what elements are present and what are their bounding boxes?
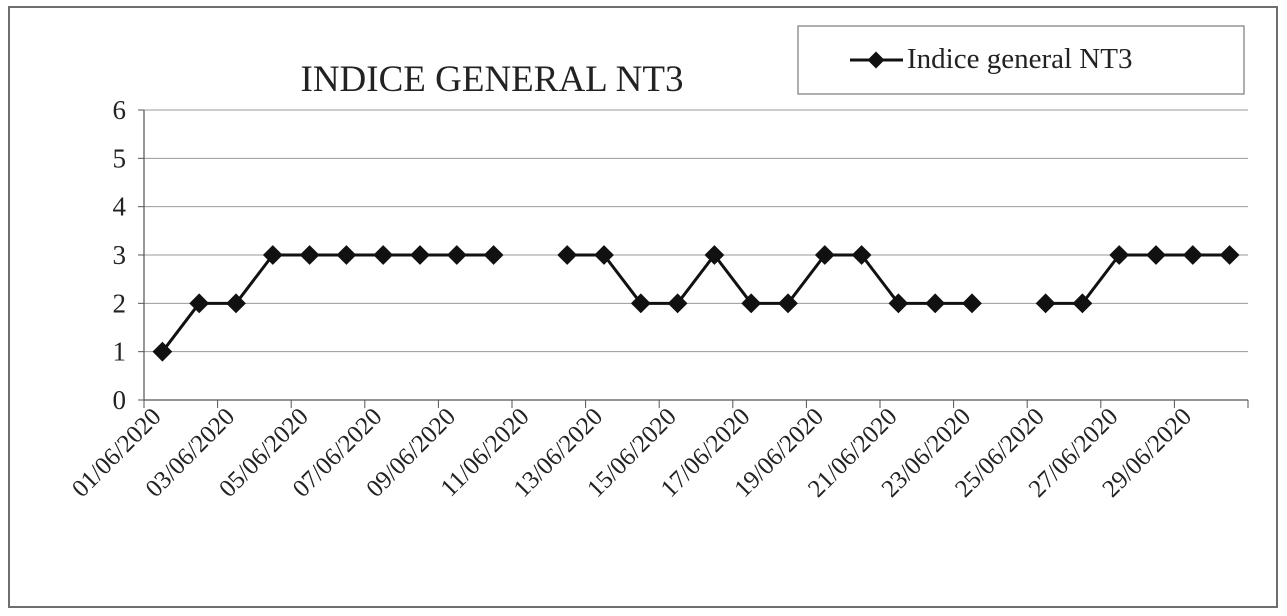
line-chart: INDICE GENERAL NT3 Indice general NT3 01… [67, 25, 1249, 503]
chart-title: INDICE GENERAL NT3 [301, 59, 684, 100]
data-point-28/06/2020 [1146, 245, 1166, 265]
y-tick-labels: 0 1 2 3 4 5 6 [113, 95, 127, 415]
data-point-06/06/2020 [336, 245, 357, 265]
y-tick-label: 5 [113, 143, 127, 173]
data-point-12/06/2020 [557, 245, 578, 265]
grid [144, 109, 1248, 353]
y-tick-label: 1 [113, 337, 127, 367]
y-tick-label: 4 [113, 192, 127, 222]
data-point-08/06/2020 [410, 245, 430, 265]
y-tick-label: 6 [113, 95, 127, 125]
data-point-14/06/2020 [630, 293, 651, 314]
data-point-17/06/2020 [741, 293, 762, 314]
series-line-segment [161, 253, 494, 353]
data-point-09/06/2020 [446, 245, 467, 265]
legend-label: Indice general NT3 [907, 43, 1132, 75]
data-point-21/06/2020 [888, 293, 909, 314]
data-point-07/06/2020 [373, 245, 394, 265]
y-tick-label: 0 [113, 385, 127, 415]
data-point-18/06/2020 [778, 293, 798, 314]
series-line-segment [567, 253, 972, 305]
legend-marker-icon [867, 51, 885, 69]
data-point-03/06/2020 [226, 293, 246, 314]
y-tick-label: 3 [113, 240, 127, 270]
data-point-29/06/2020 [1182, 245, 1203, 265]
data-point-15/06/2020 [667, 293, 688, 314]
y-tick-label: 2 [113, 288, 127, 318]
data-point-05/06/2020 [299, 245, 320, 265]
data-point-23/06/2020 [962, 293, 982, 314]
data-point-01/06/2020 [152, 341, 173, 362]
data-point-10/06/2020 [483, 245, 504, 265]
axes [138, 109, 1249, 408]
data-point-26/06/2020 [1072, 293, 1093, 314]
data-point-22/06/2020 [925, 293, 946, 314]
data-point-02/06/2020 [189, 293, 210, 314]
data-point-27/06/2020 [1109, 245, 1130, 265]
data-point-25/06/2020 [1035, 293, 1056, 314]
series-line-segment [1045, 253, 1230, 305]
legend: Indice general NT3 [797, 25, 1245, 95]
series-group [152, 245, 1240, 362]
x-tick-labels: 01/06/202003/06/202005/06/202007/06/2020… [67, 403, 1197, 503]
data-point-30/06/2020 [1219, 245, 1240, 265]
